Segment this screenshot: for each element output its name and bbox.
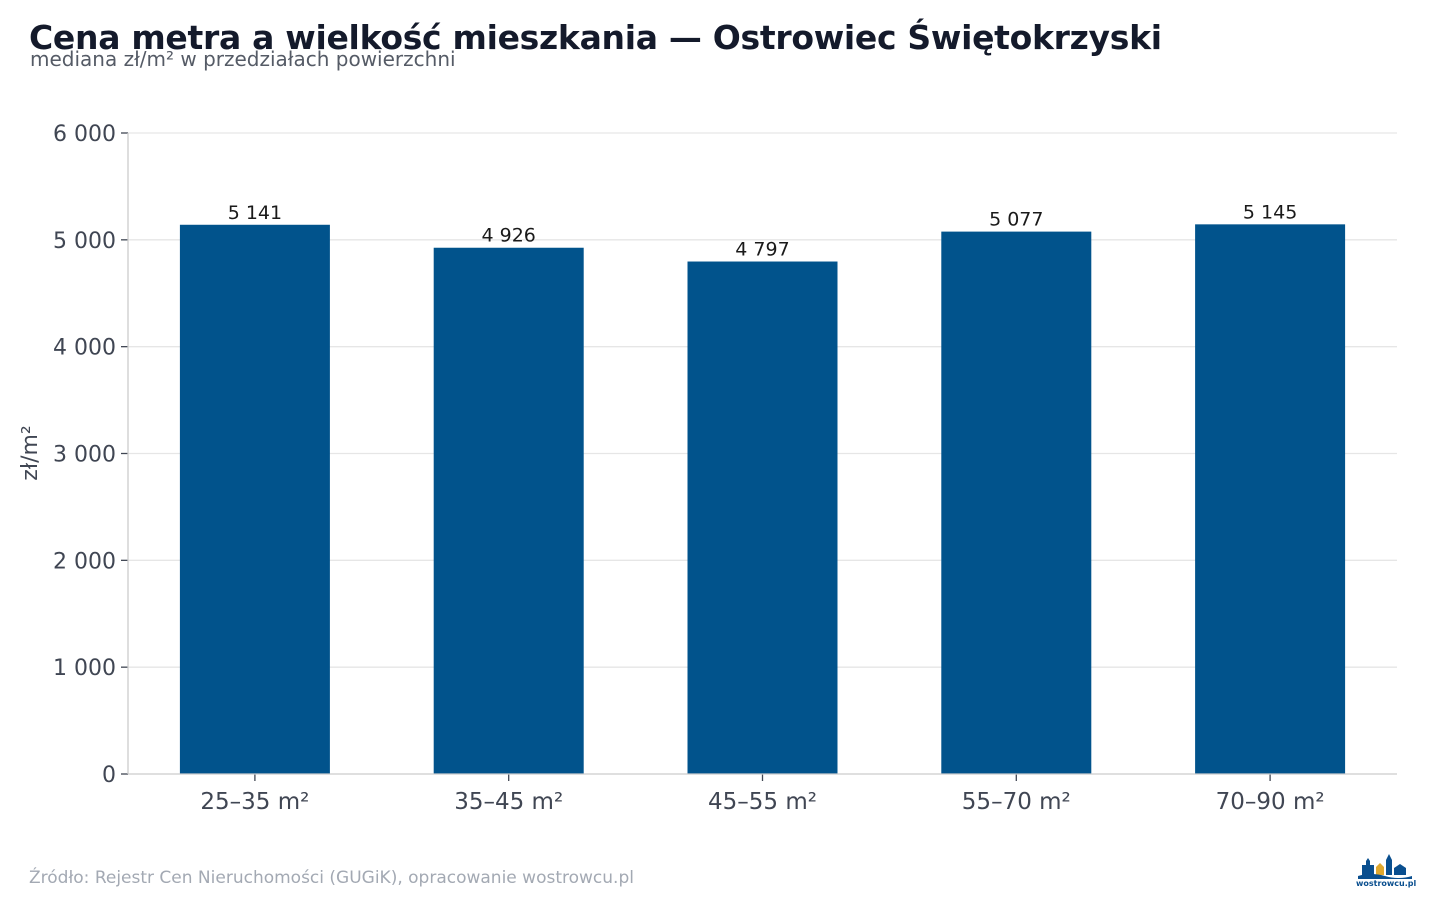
y-tick-label: 5 000 xyxy=(53,229,116,254)
bar-value-label: 4 797 xyxy=(735,239,789,261)
town-skyline-logo-icon xyxy=(1358,854,1412,879)
x-tick-label: 55–70 m² xyxy=(962,789,1071,815)
chart-subtitle: mediana zł/m² w przedziałach powierzchni xyxy=(30,47,456,71)
bar-4 xyxy=(941,231,1092,774)
chart-title: Cena metra a wielkość mieszkania — Ostro… xyxy=(29,18,1162,57)
bar-value-label: 5 145 xyxy=(1243,201,1297,223)
y-tick-label: 3 000 xyxy=(53,443,116,468)
y-tick-label: 6 000 xyxy=(53,122,116,147)
bar-value-label: 5 077 xyxy=(989,209,1043,231)
bar-1 xyxy=(179,224,330,774)
bar-2 xyxy=(433,247,584,774)
y-tick-label: 2 000 xyxy=(53,549,116,574)
bar-value-label: 5 141 xyxy=(228,202,282,224)
y-tick-label: 0 xyxy=(102,763,116,788)
wostrowcu-logo: wostrowcu.pl xyxy=(1356,848,1417,892)
logo-text: wostrowcu.pl xyxy=(1356,879,1417,888)
bar-5 xyxy=(1195,224,1346,774)
y-tick-label: 1 000 xyxy=(53,656,116,681)
x-tick-label: 25–35 m² xyxy=(200,789,309,815)
source-footer: Źródło: Rejestr Cen Nieruchomości (GUGiK… xyxy=(29,868,634,888)
bar-3 xyxy=(687,261,838,774)
x-tick-label: 70–90 m² xyxy=(1216,789,1325,815)
x-tick-label: 35–45 m² xyxy=(454,789,563,815)
bar-value-label: 4 926 xyxy=(481,225,535,247)
x-tick-label: 45–55 m² xyxy=(708,789,817,815)
y-tick-label: 4 000 xyxy=(53,336,116,361)
y-axis-label: zł/m² xyxy=(18,425,43,480)
